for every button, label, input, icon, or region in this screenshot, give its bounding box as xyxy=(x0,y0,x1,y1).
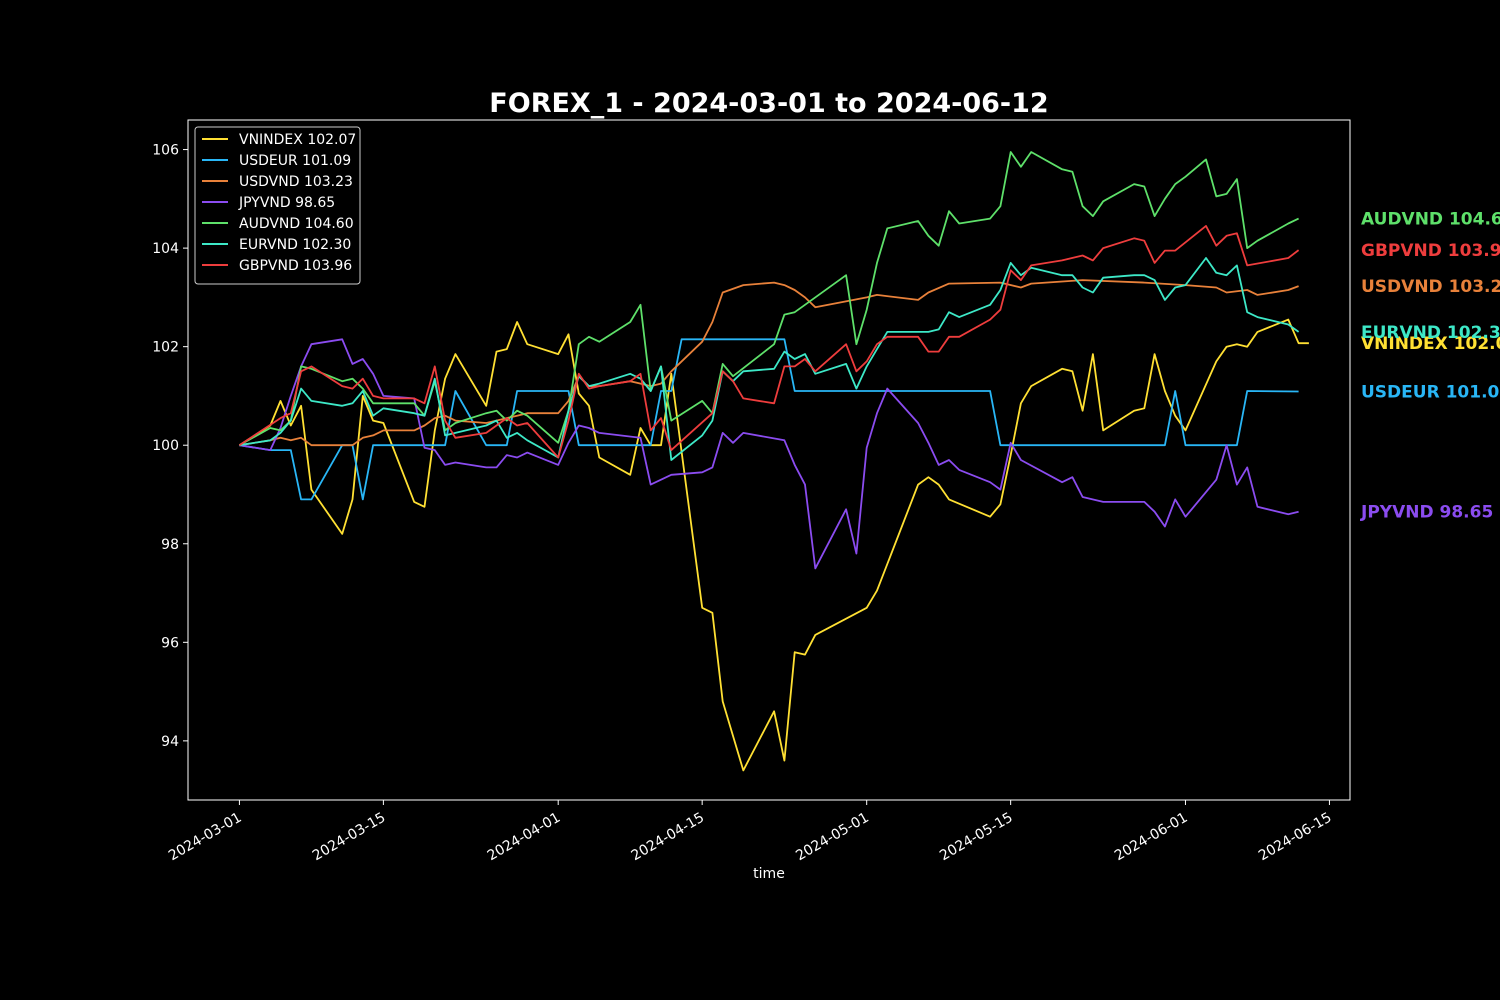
legend-box xyxy=(194,126,361,285)
y-tick-label: 104 xyxy=(152,241,179,257)
y-axis: 94 96 98 100 102 104 106 xyxy=(152,143,188,750)
y-tick-label: 100 xyxy=(152,438,179,454)
end-label-jpyvnd: JPYVND 98.65 xyxy=(1360,503,1493,523)
series-layer xyxy=(238,151,1309,772)
legend-entry: JPYVND 98.65 xyxy=(238,195,335,211)
x-axis-label: time xyxy=(753,866,785,882)
end-label-usdvnd: USDVND 103.23 xyxy=(1361,277,1500,297)
legend-entry: GBPVND 103.96 xyxy=(239,258,352,274)
y-tick-label: 98 xyxy=(161,537,179,553)
y-tick-label: 96 xyxy=(161,635,179,651)
series-line-eurvnd xyxy=(239,257,1300,461)
legend-entry: AUDVND 104.60 xyxy=(239,216,354,232)
y-tick-label: 94 xyxy=(161,734,179,750)
end-label-eurvnd: EURVND 102.30 xyxy=(1361,323,1500,343)
y-tick-label: 102 xyxy=(152,340,179,356)
end-labels: VNINDEX 102.07 USDEUR 101.09 USDVND 103.23… xyxy=(1360,210,1500,523)
end-label-usdeur: USDEUR 101.09 xyxy=(1361,383,1500,403)
series-line-vnindex xyxy=(238,318,1309,772)
legend: VNINDEX 102.07 USDEUR 101.09 USDVND 103.23… xyxy=(194,126,361,285)
y-tick-label: 106 xyxy=(152,143,179,159)
legend-entry: USDEUR 101.09 xyxy=(239,153,351,169)
legend-entry: USDVND 103.23 xyxy=(239,174,353,190)
plot-frame xyxy=(187,119,1351,801)
series-line-gbpvnd xyxy=(238,225,1300,459)
plot-area xyxy=(187,119,1351,801)
end-label-vnindex: VNINDEX 102.07 xyxy=(1361,334,1500,354)
legend-entry: EURVND 102.30 xyxy=(239,237,351,253)
end-label-audvnd: AUDVND 104.60 xyxy=(1361,210,1500,230)
end-label-gbpvnd: GBPVND 103.96 xyxy=(1361,241,1500,261)
legend-entry: VNINDEX 102.07 xyxy=(239,132,356,148)
chart-title: FOREX_1 - 2024-03-01 to 2024-06-12 xyxy=(489,88,1048,119)
